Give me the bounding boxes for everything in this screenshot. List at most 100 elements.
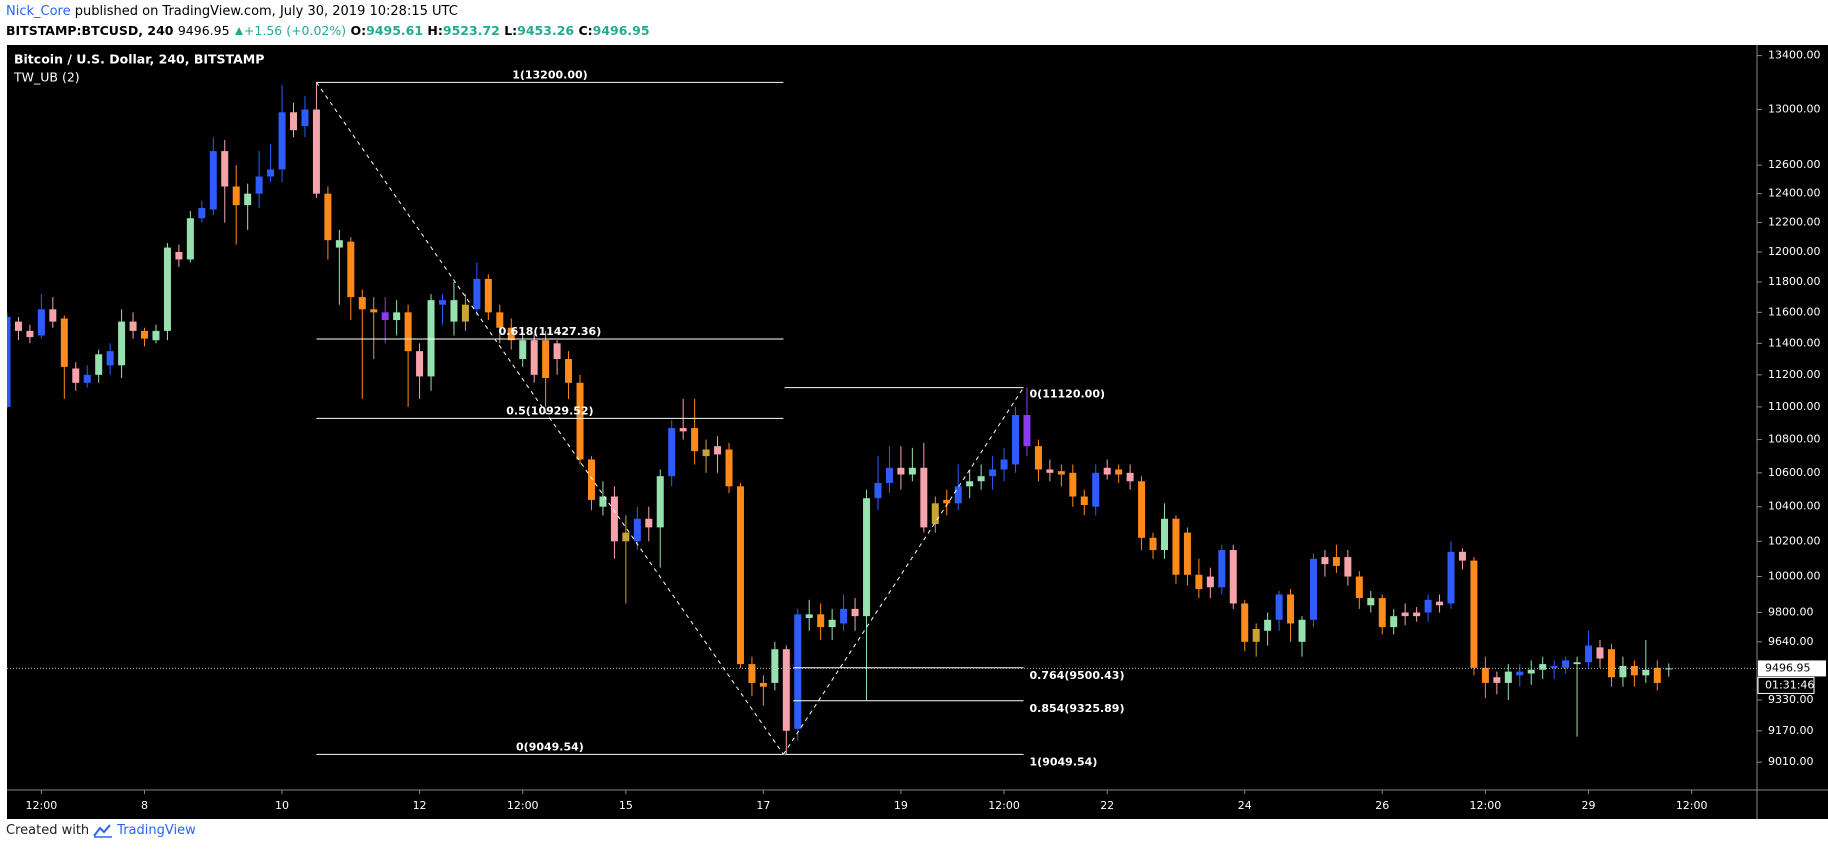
candle-body [37,309,45,336]
candle-body [863,498,871,617]
change: +1.56 (+0.02%) [243,23,347,38]
close-value: 9496.95 [592,23,650,38]
y-tick-label: 11600.00 [1768,305,1821,318]
candle-body [1504,671,1512,683]
x-tick-label: 12:00 [1676,799,1708,812]
candle-body [324,193,332,241]
candle-body [1573,662,1581,665]
candle-body [610,496,618,542]
candle-body [668,428,676,477]
candle-body [1034,446,1042,470]
candle-body [255,176,263,194]
price-label-box [1758,660,1826,677]
candle-body [1149,537,1157,551]
candle-body [1321,557,1329,565]
footer: Created with TradingView [6,823,196,838]
y-tick-label: 9330.00 [1768,693,1814,706]
candle-body [1607,649,1615,678]
candle-body [141,330,149,339]
candle-body [278,112,286,170]
candle-body [1092,472,1100,507]
high-label: H: [427,23,443,38]
candle-body [221,151,229,187]
candle-body [794,614,802,729]
candle-body [587,459,595,500]
close-label: C: [578,23,593,38]
header: Nick_Core published on TradingView.com, … [6,2,650,40]
candle-body [966,481,974,487]
x-tick-label: 12 [413,799,427,812]
candle-body [920,467,928,528]
candle-body [1206,576,1214,588]
candle-body [1516,671,1524,676]
x-tick-label: 26 [1375,799,1389,812]
up-arrow [234,27,243,35]
fib-level-label: 0.764(9500.43) [1030,669,1125,682]
y-tick-label: 10800.00 [1768,433,1821,446]
candle-body [301,109,309,127]
y-tick-label: 12200.00 [1768,216,1821,229]
y-tick-label: 9010.00 [1768,755,1814,768]
author-link[interactable]: Nick_Core [6,4,71,19]
candle-body [347,241,355,298]
candle-body [1138,481,1146,538]
candle-body [1275,594,1283,620]
candle-body [599,496,607,507]
countdown-box [1757,676,1815,694]
candle-body [1458,551,1466,561]
candle-body [60,318,68,367]
candle-body [370,309,378,313]
candle-body [335,240,343,248]
candle-body [404,312,412,352]
candle-body [759,682,767,687]
trend-line [316,82,784,755]
candle-body [1527,669,1535,674]
candle-body [530,340,538,375]
candle-body [622,532,630,542]
y-tick-label: 9800.00 [1768,606,1814,619]
candle-body [576,382,584,460]
y-tick-label: 11800.00 [1768,275,1821,288]
candle-body [782,649,790,731]
fib-level-label: 0.5(10929.52) [506,404,593,417]
y-tick-label: 12600.00 [1768,158,1821,171]
x-tick-label: 12:00 [1470,799,1502,812]
x-tick-label: 12:00 [507,799,539,812]
candle-body [553,343,561,360]
candle-body [989,469,997,477]
chart-background [7,45,1828,819]
x-tick-label: 22 [1100,799,1114,812]
candle-body [1160,518,1168,551]
x-tick-label: 10 [275,799,289,812]
y-tick-label: 10600.00 [1768,466,1821,479]
brand-logo [93,823,113,838]
candle-body [931,503,939,524]
created-with: Created with [6,823,90,838]
candle-body [267,169,275,177]
candle-body [874,482,882,499]
candle-body [244,193,252,206]
y-tick-label: 10400.00 [1768,500,1821,513]
trend-line [783,387,1024,755]
candle-body [507,327,515,341]
brand-link[interactable]: TradingView [117,823,196,838]
x-tick-label: 12:00 [988,799,1020,812]
candle-body [943,499,951,504]
candle-body [438,300,446,305]
candle-body [14,321,22,331]
candle-body [461,304,469,322]
candle-body [416,351,424,377]
x-tick-label: 24 [1238,799,1252,812]
candle-body [542,340,550,379]
candle-body [1481,667,1489,683]
candle-body [496,312,504,328]
candle-body [1493,677,1501,683]
candle-body [152,330,160,341]
candle-body [1436,601,1444,606]
candle-body [1069,472,1077,497]
candle-body [427,300,435,377]
candle-body [954,486,962,504]
candle-body [885,467,893,483]
plot-area: 1(13200.00) 0.618(11427.36) 0.5(10929.52) 0… [7,68,1757,768]
